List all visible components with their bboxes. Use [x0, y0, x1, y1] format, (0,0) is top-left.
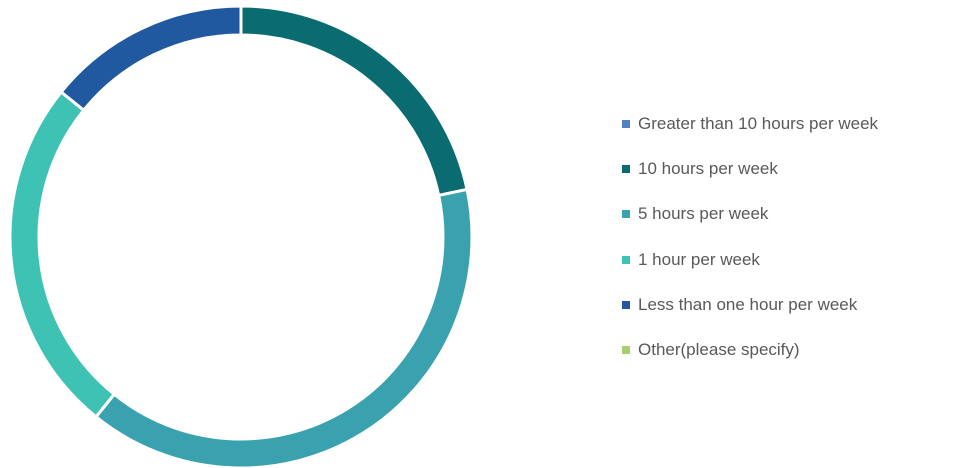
legend-label: 10 hours per week [638, 158, 778, 178]
donut-slice-4 [59, 4, 243, 113]
legend-swatch [622, 210, 630, 219]
legend-label: 1 hour per week [638, 249, 760, 269]
legend-swatch [622, 301, 630, 310]
donut-slice-3 [8, 89, 117, 419]
legend-item-2: 5 hours per week [622, 203, 878, 226]
legend-item-4: Less than one hour per week [622, 294, 878, 317]
legend-swatch [622, 164, 630, 173]
legend-item-0: Greater than 10 hours per week [622, 112, 878, 135]
donut-slice-2 [93, 187, 474, 468]
donut-plot [8, 4, 474, 468]
legend-item-5: Other(please specify) [622, 339, 878, 362]
legend-item-1: 10 hours per week [622, 157, 878, 180]
legend-label: Greater than 10 hours per week [638, 113, 879, 133]
legend-swatch [622, 255, 630, 264]
legend-label: Other(please specify) [638, 340, 800, 360]
donut-slice-1 [239, 4, 469, 198]
legend-swatch [622, 346, 630, 355]
legend-label: 5 hours per week [638, 204, 769, 224]
legend-label: Less than one hour per week [638, 295, 858, 315]
legend-item-3: 1 hour per week [622, 248, 878, 271]
chart-legend: Greater than 10 hours per week 10 hours p… [622, 112, 878, 384]
legend-swatch [622, 119, 630, 128]
